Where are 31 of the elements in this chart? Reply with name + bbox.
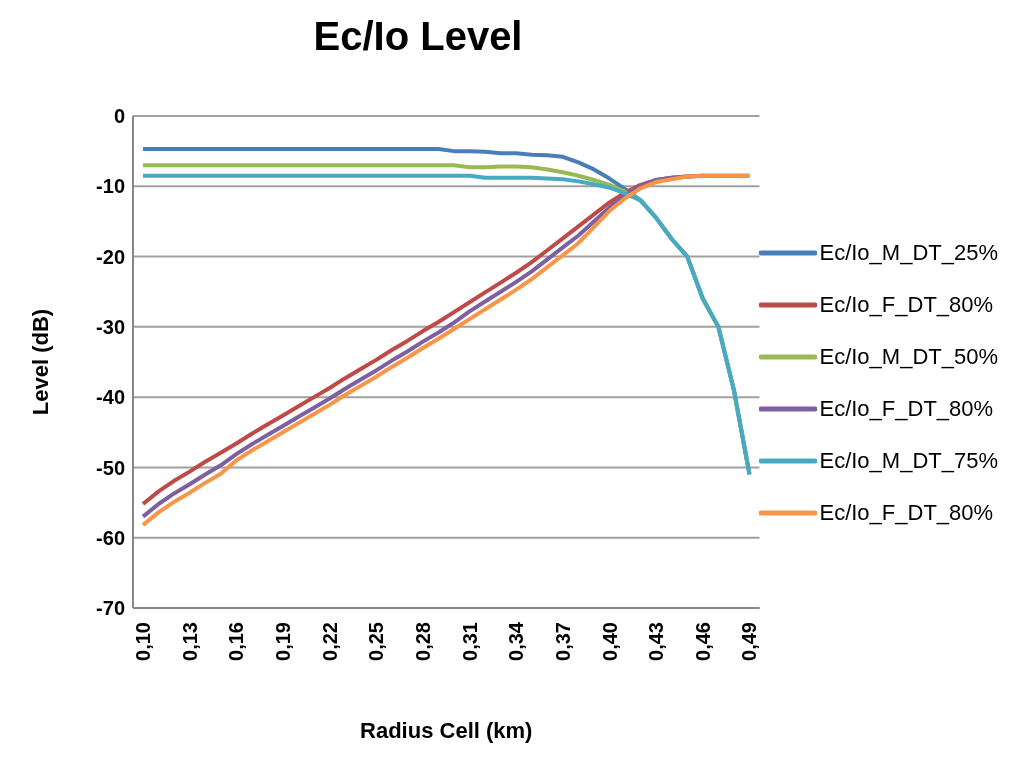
x-tick-label: 0,10 — [132, 622, 154, 661]
y-tick-label: -50 — [96, 456, 125, 479]
x-tick-label: 0,31 — [458, 622, 481, 661]
x-tick-label: 0,13 — [178, 622, 201, 661]
x-tick-label: 0,28 — [411, 622, 434, 661]
legend-label: Ec/Io_M_DT_50% — [819, 344, 998, 370]
legend-label: Ec/Io_F_DT_80% — [819, 292, 994, 318]
x-tick-label: 0,46 — [691, 622, 714, 661]
y-tick-label: 0 — [113, 105, 125, 128]
x-tick-label: 0,22 — [318, 622, 341, 661]
chart-title: Ec/Io Level — [312, 14, 524, 59]
legend-label: Ec/Io_F_DT_80% — [819, 396, 994, 422]
legend-label: Ec/Io_F_DT_80% — [819, 500, 994, 526]
x-tick-label: 0,34 — [505, 621, 528, 661]
y-axis-title: Level (dB) — [27, 308, 53, 416]
y-tick-label: -20 — [96, 245, 125, 268]
y-tick-label: -60 — [96, 526, 125, 549]
legend-label: Ec/Io_M_DT_25% — [819, 240, 998, 266]
x-tick-label: 0,40 — [598, 622, 621, 661]
x-tick-label: 0,19 — [271, 622, 294, 661]
y-tick-label: -30 — [96, 315, 125, 338]
x-tick-label: 0,49 — [738, 622, 761, 661]
x-axis-title: Radius Cell (km) — [360, 718, 533, 743]
x-tick-label: 0,43 — [645, 622, 668, 661]
legend-label: Ec/Io_M_DT_75% — [819, 448, 998, 474]
y-tick-label: -70 — [96, 597, 125, 620]
y-tick-label: -10 — [96, 175, 125, 198]
x-tick-label: 0,25 — [365, 622, 388, 661]
x-tick-label: 0,16 — [225, 622, 248, 661]
y-tick-label: -40 — [96, 386, 125, 409]
x-tick-label: 0,37 — [551, 622, 574, 661]
